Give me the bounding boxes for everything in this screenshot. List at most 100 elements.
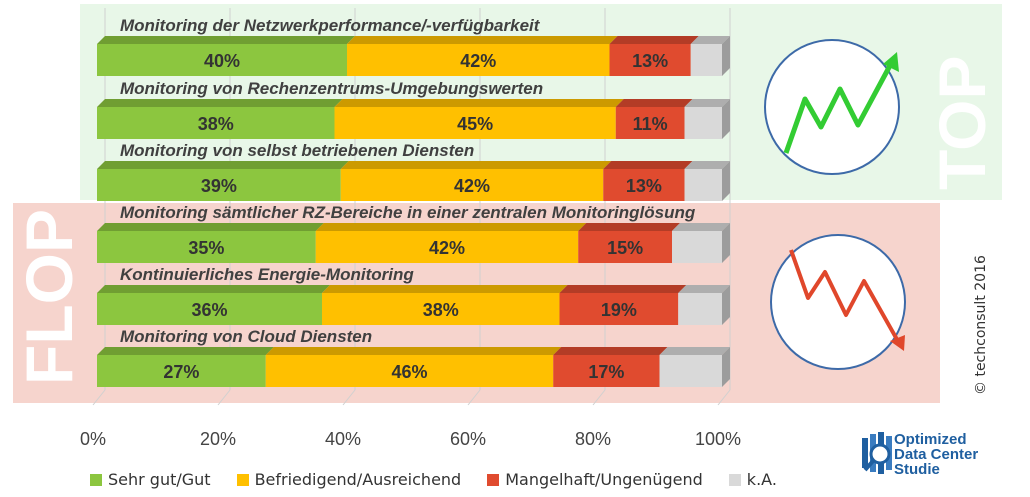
bar-top-face (347, 36, 618, 44)
bar-segment (315, 231, 579, 263)
bar-segment (603, 169, 685, 201)
legend-swatch-sehr-gut (90, 473, 102, 486)
bar-top-face (672, 223, 730, 231)
gridline-base (342, 389, 356, 406)
bar-side-face (722, 36, 730, 76)
logo-line3: Studie (894, 461, 940, 478)
bar-top-face (265, 347, 562, 355)
category-label: Monitoring sämtlicher RZ-Bereiche in ein… (120, 203, 696, 222)
bar-segment (347, 44, 610, 76)
trend-up-arrow-line (783, 58, 896, 154)
gridline-base (717, 389, 731, 406)
bar-top-face (684, 99, 730, 107)
bar-data-label: 36% (191, 300, 227, 320)
bar-top-face (678, 285, 730, 293)
legend-swatch-mangelhaft (487, 473, 500, 486)
legend-item-befriedigend: Befriedigend/Ausreichend (236, 470, 462, 489)
bar-data-label: 42% (429, 238, 465, 258)
bar-side-face (722, 285, 730, 325)
bar-segment (615, 107, 685, 139)
bar-side-face (722, 223, 730, 263)
bar-top-face (578, 223, 680, 231)
bar-data-label: 39% (201, 176, 237, 196)
bar-data-label: 42% (460, 51, 496, 71)
x-tick-label: 100% (695, 429, 741, 449)
bar-segment (578, 231, 672, 263)
bar-top-face (97, 36, 355, 44)
bar-segment (690, 44, 722, 76)
bar-data-label: 11% (633, 114, 668, 134)
bar-side-face (722, 99, 730, 139)
bar-segment (672, 231, 722, 263)
x-tick-label: 40% (325, 429, 361, 449)
bar-top-face (603, 161, 693, 169)
bar-data-label: 17% (588, 362, 624, 382)
bar-data-label: 45% (457, 114, 493, 134)
logo: Optimized Data Center Studie (862, 432, 1002, 492)
bar-segment (97, 169, 341, 201)
bar-data-label: 27% (163, 362, 199, 382)
bar-data-label: 38% (198, 114, 234, 134)
bar-segment (97, 293, 322, 325)
bar-data-label: 35% (188, 238, 224, 258)
bar-segment (553, 355, 660, 387)
legend-swatch-befriedigend (236, 473, 249, 486)
bar-top-face (684, 161, 730, 169)
bar-top-face (559, 285, 687, 293)
bar-segment (609, 44, 691, 76)
legend: Sehr gut/Gut Befriedigend/Ausreichend Ma… (90, 470, 777, 489)
legend-item-ka: k.A. (728, 470, 777, 489)
x-tick-label: 80% (575, 429, 611, 449)
category-label: Monitoring der Netzwerkperformance/-verf… (120, 16, 541, 35)
legend-label-ka: k.A. (746, 470, 777, 489)
bar-segment (559, 293, 679, 325)
bar-top-face (97, 223, 324, 231)
bar-segment (684, 169, 722, 201)
bar-segment (659, 355, 722, 387)
legend-item-sehr-gut: Sehr gut/Gut (90, 470, 211, 489)
bar-data-label: 13% (626, 176, 662, 196)
copyright-text: © techconsult 2016 (973, 255, 989, 395)
bar-data-label: 19% (601, 300, 637, 320)
group-label-top: TOP (925, 56, 999, 190)
bar-top-face (553, 347, 668, 355)
bar-data-label: 40% (204, 51, 240, 71)
category-label: Kontinuierliches Energie-Monitoring (120, 265, 414, 284)
bar-top-face (97, 161, 349, 169)
bar-segment (684, 107, 722, 139)
bar-segment (97, 44, 347, 76)
bar-data-label: 42% (454, 176, 490, 196)
gridline-base (92, 389, 106, 406)
trend-down-arrow-line (789, 249, 901, 344)
bar-data-label: 38% (423, 300, 459, 320)
logo-line1: Optimized (894, 431, 967, 448)
bar-top-face (340, 161, 612, 169)
category-label: Monitoring von selbst betriebenen Dienst… (120, 141, 474, 160)
bar-segment (97, 107, 335, 139)
logo-icon (862, 432, 892, 474)
bar-top-face (315, 223, 587, 231)
logo-line2: Data Center (894, 446, 979, 463)
x-tick-label: 60% (450, 429, 486, 449)
bar-top-face (97, 99, 343, 107)
x-tick-label: 20% (200, 429, 236, 449)
bar-top-face (97, 285, 330, 293)
bar-top-face (334, 99, 624, 107)
bar-segment (322, 293, 560, 325)
bar-segment (97, 355, 266, 387)
bar-segment (97, 231, 316, 263)
bar-top-face (322, 285, 568, 293)
group-label-flop: FLOP (12, 209, 86, 385)
bar-data-label: 13% (632, 51, 668, 71)
bar-side-face (722, 161, 730, 201)
legend-label-sehr-gut: Sehr gut/Gut (108, 470, 211, 489)
legend-label-befriedigend: Befriedigend/Ausreichend (254, 470, 462, 489)
gridline-base (467, 389, 481, 406)
bar-segment (265, 355, 554, 387)
bar-side-face (722, 347, 730, 387)
bar-top-face (659, 347, 730, 355)
x-tick-label: 0% (80, 429, 106, 449)
gridline-base (217, 389, 231, 406)
bar-top-face (690, 36, 730, 44)
